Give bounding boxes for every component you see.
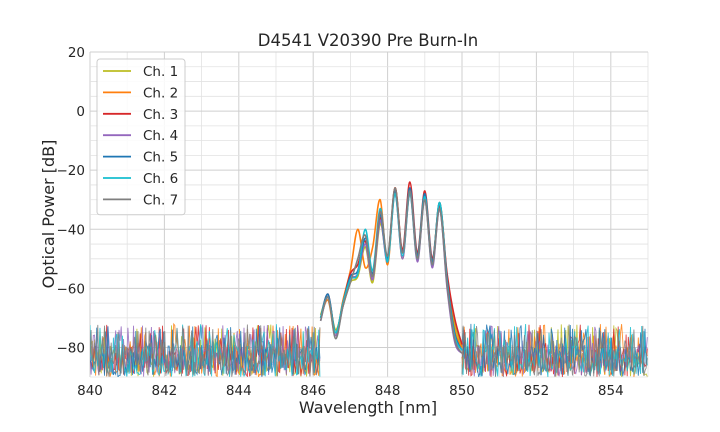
y-tick-label: −80: [57, 340, 86, 356]
x-tick-labels: 840 842 844 846 848 850 852 854: [77, 383, 624, 399]
chart-title: D4541 V20390 Pre Burn-In: [258, 31, 478, 50]
y-tick-label: −20: [57, 163, 86, 179]
legend-entry-ch4: Ch. 4: [143, 128, 178, 144]
y-tick-label: −60: [57, 281, 86, 297]
legend-entry-ch6: Ch. 6: [143, 171, 178, 187]
noise-trace-right: [461, 324, 648, 377]
x-tick-label: 846: [300, 383, 326, 399]
legend-entry-ch1: Ch. 1: [143, 64, 178, 80]
noise-floor: [90, 322, 648, 377]
x-tick-label: 852: [524, 383, 550, 399]
x-tick-label: 850: [449, 383, 475, 399]
series-line-ch7: [319, 187, 463, 354]
y-axis-label: Optical Power [dB]: [39, 140, 58, 289]
x-tick-label: 842: [152, 383, 178, 399]
y-tick-label: −40: [57, 222, 86, 238]
x-tick-label: 840: [77, 383, 103, 399]
noise-trace-left: [90, 324, 321, 377]
x-axis-label: Wavelength [nm]: [299, 398, 437, 417]
x-tick-label: 844: [226, 383, 252, 399]
y-tick-labels: 20 0 −20 −40 −60 −80: [57, 45, 86, 356]
y-tick-label: 20: [68, 45, 85, 61]
legend-entry-ch3: Ch. 3: [143, 107, 178, 123]
legend: Ch. 1 Ch. 2 Ch. 3 Ch. 4 Ch. 5 Ch. 6 Ch. 7: [96, 58, 186, 216]
series-lines: [319, 181, 463, 354]
legend-box: [96, 58, 186, 216]
y-tick-label: 0: [76, 104, 85, 120]
x-tick-label: 848: [375, 383, 401, 399]
grid: [89, 51, 649, 378]
legend-entry-ch2: Ch. 2: [143, 85, 178, 101]
legend-entry-ch7: Ch. 7: [143, 192, 178, 208]
legend-entry-ch5: Ch. 5: [143, 150, 178, 166]
x-tick-label: 854: [598, 383, 624, 399]
